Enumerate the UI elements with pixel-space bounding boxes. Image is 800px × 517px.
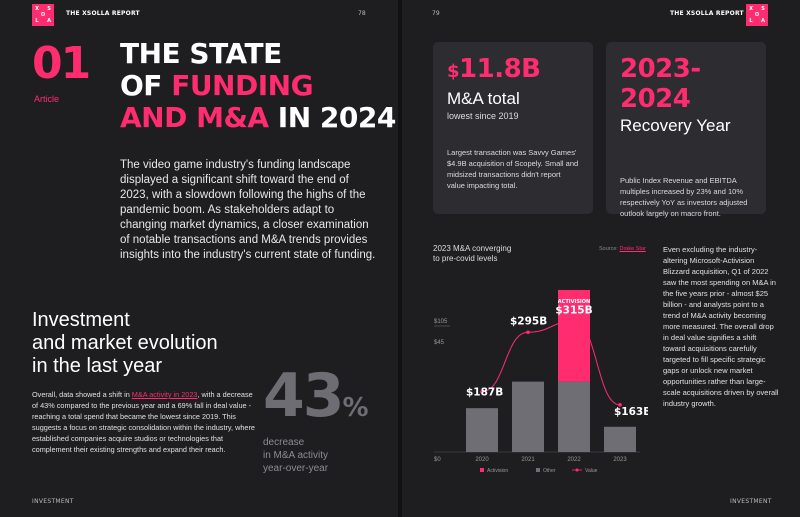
body-paragraph: Overall, data showed a shift in M&A acti… — [32, 390, 255, 454]
legend-swatch-other — [536, 468, 540, 472]
bar-other — [558, 381, 590, 452]
intro-paragraph: The video game industry's funding landsc… — [120, 159, 376, 261]
ma-total-subtitle: lowest since 2019 — [447, 111, 519, 121]
ma-total-description: Largest transaction was Savvy Games' $4.… — [447, 148, 579, 190]
recovery-year-value: 2023-2024 — [620, 54, 701, 114]
recovery-year-card: 2023-2024 Recovery Year Public Index Rev… — [606, 42, 766, 218]
stat-caption: decrease in M&A activity year-over-year — [263, 437, 329, 474]
page-number: 78 — [358, 10, 366, 17]
legend-value: Value — [585, 468, 598, 474]
bar-other — [604, 426, 636, 452]
article-label: Article — [34, 94, 60, 104]
chart-source: Source: Drake Star — [599, 246, 646, 252]
page-title: THE STATE OF FUNDING AND M&A IN 2024 — [120, 37, 396, 134]
y-tick-label: $105 — [434, 319, 448, 325]
recovery-year-description: Public Index Revenue and EBITDA multiple… — [620, 176, 748, 218]
ma-total-value: $11.8B — [447, 54, 541, 84]
y-tick-label: $0 — [434, 457, 441, 463]
ma-total-card: $11.8B M&A total lowest since 2019 Large… — [433, 42, 593, 214]
footer-section: INVESTMENT — [32, 498, 74, 505]
ma-chart: $0 $45 $105 2020 2021 ACTIVISION 2022 2023 $187B… — [434, 289, 648, 474]
article-number: 01 — [32, 38, 91, 89]
value-point — [618, 403, 622, 407]
value-label: $315B — [555, 304, 592, 316]
x-tick-label: 2021 — [521, 457, 535, 463]
value-line — [481, 320, 621, 406]
footer-section: INVESTMENT — [730, 498, 772, 505]
value-label: $163B — [614, 406, 648, 418]
stat-value: 43% — [263, 361, 369, 431]
value-label: $187B — [466, 387, 503, 399]
legend-other: Other — [543, 468, 556, 474]
y-tick-label: $45 — [434, 340, 445, 346]
legend-swatch-value-dot — [575, 468, 579, 472]
page-gutter — [398, 0, 402, 517]
x-tick-label: 2023 — [613, 457, 627, 463]
side-paragraph: Even excluding the industry-altering Mic… — [663, 245, 779, 408]
value-point — [526, 330, 530, 335]
ma-total-title: M&A total — [447, 89, 520, 108]
ma-activity-link[interactable]: M&A activity in 2023 — [131, 390, 198, 399]
value-point — [480, 389, 484, 394]
bar-other — [512, 381, 544, 452]
value-label: $295B — [510, 315, 547, 327]
drake-star-link[interactable]: Drake Star — [619, 246, 646, 252]
bar-other — [466, 408, 498, 452]
legend-swatch-activision — [480, 468, 484, 472]
report-name: THE XSOLLA REPORT — [670, 10, 744, 17]
report-name: THE XSOLLA REPORT — [66, 10, 140, 17]
page-number: 79 — [432, 10, 440, 17]
chart-title: 2023 M&A converging to pre-covid levels — [433, 244, 512, 263]
bar-activision — [558, 289, 590, 382]
legend-activision: Activision — [487, 468, 508, 474]
recovery-year-title: Recovery Year — [620, 116, 731, 135]
activision-bar-label: ACTIVISION — [558, 299, 590, 305]
x-tick-label: 2020 — [475, 457, 489, 463]
value-point — [572, 319, 576, 324]
section-heading: Investment and market evolution in the l… — [32, 309, 218, 377]
x-tick-label: 2022 — [567, 457, 581, 463]
